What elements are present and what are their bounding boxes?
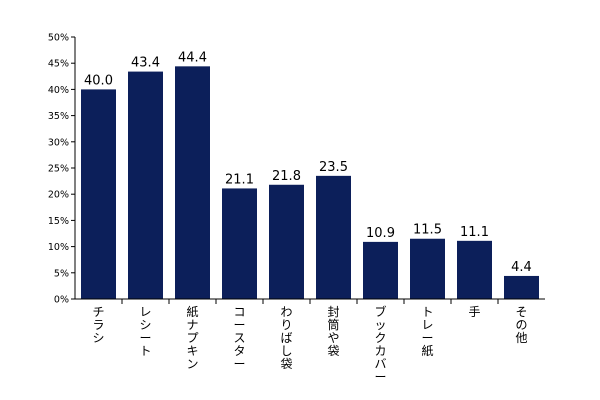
bar	[269, 184, 304, 299]
data-label: 21.1	[225, 172, 254, 187]
bar	[457, 240, 492, 299]
x-tick-label: その他	[515, 305, 527, 345]
x-tick-label: 封筒や袋	[327, 305, 339, 358]
bar	[504, 275, 539, 299]
bar	[175, 66, 210, 300]
data-label: 10.9	[366, 226, 395, 241]
data-label: 40.0	[84, 73, 113, 88]
x-axis: チラシ レシート 紙ナプキン コースター わりばし袋 封筒や袋 ブックカバー トレー紙 手 その他	[75, 298, 545, 384]
bar	[316, 175, 351, 299]
x-tick-label: 手	[468, 305, 480, 319]
bar	[222, 188, 257, 299]
data-label: 43.4	[131, 56, 160, 71]
x-tick-label: ブックカバー	[374, 304, 386, 384]
data-label: 21.8	[272, 169, 301, 184]
bar	[81, 89, 116, 300]
x-tick-label: トレー紙	[421, 305, 433, 358]
y-tick-label: 50%	[48, 33, 69, 44]
data-label: 11.5	[413, 223, 442, 238]
y-tick-label: 40%	[48, 85, 69, 96]
bar	[128, 71, 163, 299]
x-tick-label: 紙ナプキン	[186, 304, 198, 371]
x-tick-label: コースター	[233, 305, 245, 371]
y-tick-label: 5%	[54, 268, 69, 279]
y-axis: 0% 5% 10% 15% 20% 25% 30% 35% 40% 45% 50%	[48, 33, 76, 306]
y-tick-label: 10%	[48, 242, 69, 253]
y-tick-label: 25%	[48, 164, 69, 175]
y-tick-label: 45%	[48, 59, 69, 70]
data-label: 44.4	[178, 50, 207, 65]
y-tick-label: 0%	[54, 295, 69, 306]
bar	[410, 238, 445, 299]
y-tick-label: 35%	[48, 111, 69, 122]
data-label: 4.4	[511, 260, 532, 275]
y-tick-label: 20%	[48, 190, 69, 201]
y-tick-label: 30%	[48, 137, 69, 148]
x-tick-label: レシート	[139, 305, 151, 358]
bar	[363, 241, 398, 299]
data-label: 11.1	[460, 225, 489, 240]
y-tick-label: 15%	[48, 216, 69, 227]
data-labels: 40.0 43.4 44.4 21.1 21.8 23.5 10.9 11.5 11.1 4.4	[84, 50, 532, 275]
x-tick-label: チラシ	[92, 305, 104, 345]
data-label: 23.5	[319, 160, 348, 175]
bars	[81, 66, 539, 300]
x-tick-label: わりばし袋	[280, 305, 292, 371]
